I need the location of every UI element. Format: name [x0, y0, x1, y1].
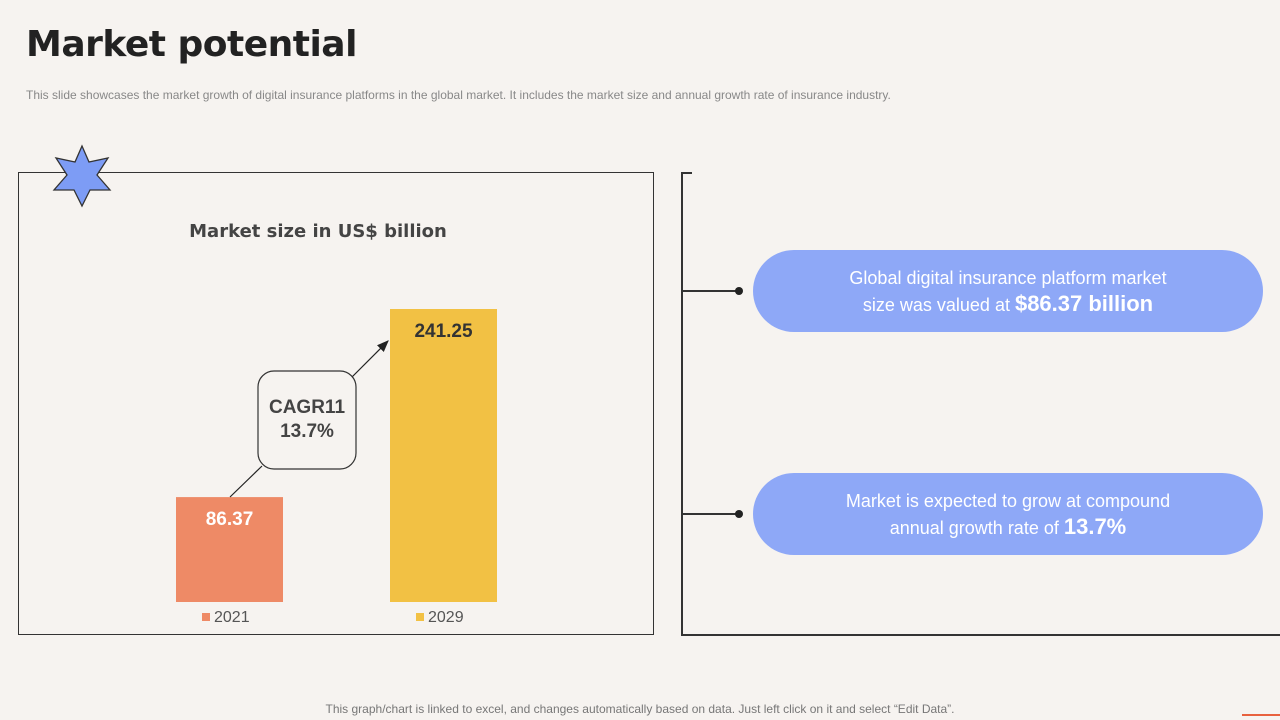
- growth-arrow-upper: [351, 340, 389, 378]
- connector-dot-1: [735, 287, 743, 295]
- insight-card-2-line1: Market is expected to grow at compound: [845, 490, 1171, 511]
- page-subtitle: This slide showcases the market growth o…: [26, 88, 891, 102]
- cagr-callout-box: [257, 370, 357, 470]
- cagr-label: CAGR11: [269, 397, 345, 418]
- data-label-2021: 86.37: [206, 509, 254, 530]
- connector-line-1: [681, 290, 739, 292]
- legend-label-2029: 2029: [428, 609, 464, 626]
- data-label-2029: 241.25: [414, 321, 473, 342]
- growth-arrow-lower: [229, 465, 263, 498]
- insight-card-growth-rate: Market is expected to grow at compound a…: [753, 473, 1263, 555]
- cagr-value: 13.7%: [280, 421, 334, 442]
- legend-label-2021: 2021: [214, 609, 250, 626]
- insight-card-1-prefix: size was valued at: [862, 294, 1015, 315]
- panel-bottom-line: [681, 634, 1280, 636]
- legend-swatch-2021: [202, 613, 210, 621]
- chart-title: Market size in US$ billion: [189, 221, 447, 242]
- panel-vertical-line: [681, 172, 683, 635]
- insight-card-2-highlight: 13.7%: [1063, 513, 1127, 539]
- insights-panel: Global digital insurance platform market…: [680, 172, 1280, 636]
- insight-card-1-line2: size was valued at $86.37 billion: [863, 291, 1153, 318]
- page-title: Market potential: [26, 24, 357, 65]
- insight-card-market-size: Global digital insurance platform market…: [753, 250, 1263, 332]
- insight-card-2-line2: annual growth rate of 13.7%: [890, 514, 1127, 541]
- connector-line-2: [681, 513, 739, 515]
- insight-card-2-prefix: annual growth rate of: [889, 517, 1064, 538]
- bar-2029: [390, 309, 497, 602]
- star-icon: [52, 144, 112, 208]
- connector-dot-2: [735, 510, 743, 518]
- panel-top-cap: [681, 172, 692, 174]
- insight-card-1-highlight: $86.37 billion: [1014, 290, 1154, 316]
- footer-note: This graph/chart is linked to excel, and…: [325, 702, 955, 716]
- legend-swatch-2029: [416, 613, 424, 621]
- bar-2021: [176, 497, 283, 602]
- chart-frame: [18, 172, 654, 635]
- corner-accent: [1242, 714, 1280, 716]
- insight-card-1-line1: Global digital insurance platform market: [849, 267, 1167, 288]
